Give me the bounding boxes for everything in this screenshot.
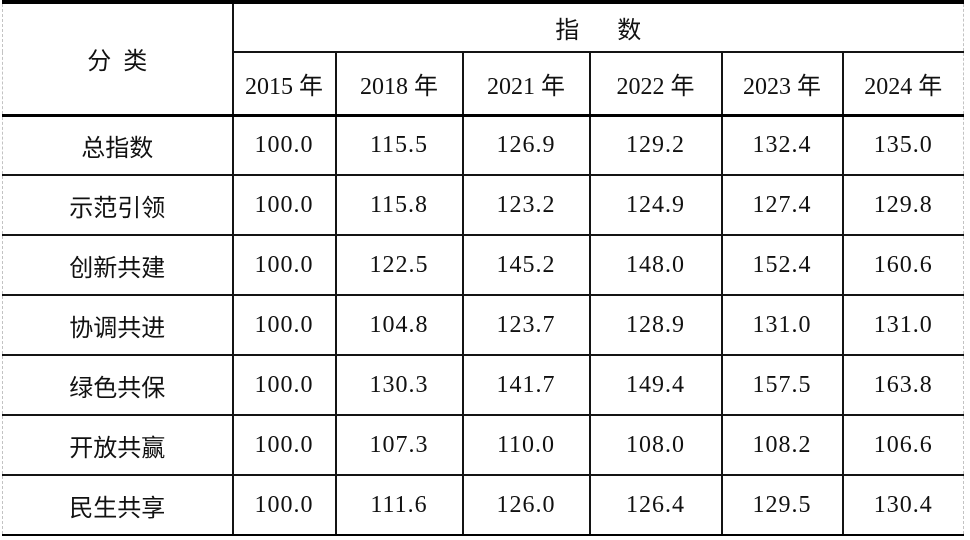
value-cell: 148.0 bbox=[588, 234, 723, 296]
group-header-cell: 指 数 bbox=[231, 0, 965, 53]
year-header-2022: 2022 年 bbox=[588, 51, 723, 117]
value-cell: 129.8 bbox=[841, 174, 965, 236]
value-cell: 127.4 bbox=[720, 174, 844, 236]
value-cell: 106.6 bbox=[841, 414, 965, 476]
value-cell: 100.0 bbox=[231, 294, 337, 356]
value-cell: 126.4 bbox=[588, 474, 723, 536]
value-cell: 131.0 bbox=[720, 294, 844, 356]
year-header-2023: 2023 年 bbox=[720, 51, 844, 117]
value-cell: 130.3 bbox=[334, 354, 464, 416]
value-cell: 104.8 bbox=[334, 294, 464, 356]
year-header-2015: 2015 年 bbox=[231, 51, 337, 117]
table-row: 创新共建 100.0 122.5 145.2 148.0 152.4 160.6 bbox=[2, 234, 965, 296]
row-label-cell: 协调共进 bbox=[2, 294, 234, 356]
value-cell: 122.5 bbox=[334, 234, 464, 296]
value-cell: 111.6 bbox=[334, 474, 464, 536]
row-label-cell: 民生共享 bbox=[2, 474, 234, 536]
value-cell: 126.9 bbox=[461, 114, 591, 176]
row-label-cell: 绿色共保 bbox=[2, 354, 234, 416]
row-label-cell: 创新共建 bbox=[2, 234, 234, 296]
value-cell: 135.0 bbox=[841, 114, 965, 176]
value-cell: 141.7 bbox=[461, 354, 591, 416]
value-cell: 108.2 bbox=[720, 414, 844, 476]
value-cell: 132.4 bbox=[720, 114, 844, 176]
value-cell: 163.8 bbox=[841, 354, 965, 416]
value-cell: 129.5 bbox=[720, 474, 844, 536]
value-cell: 100.0 bbox=[231, 354, 337, 416]
value-cell: 100.0 bbox=[231, 174, 337, 236]
year-header-2024: 2024 年 bbox=[841, 51, 965, 117]
value-cell: 145.2 bbox=[461, 234, 591, 296]
value-cell: 123.2 bbox=[461, 174, 591, 236]
value-cell: 157.5 bbox=[720, 354, 844, 416]
table-row: 绿色共保 100.0 130.3 141.7 149.4 157.5 163.8 bbox=[2, 354, 965, 416]
value-cell: 110.0 bbox=[461, 414, 591, 476]
value-cell: 115.8 bbox=[334, 174, 464, 236]
row-label-cell: 示范引领 bbox=[2, 174, 234, 236]
corner-header-cell: 分 类 bbox=[2, 0, 234, 117]
value-cell: 123.7 bbox=[461, 294, 591, 356]
value-cell: 107.3 bbox=[334, 414, 464, 476]
table-row: 开放共赢 100.0 107.3 110.0 108.0 108.2 106.6 bbox=[2, 414, 965, 476]
value-cell: 128.9 bbox=[588, 294, 723, 356]
value-cell: 108.0 bbox=[588, 414, 723, 476]
value-cell: 124.9 bbox=[588, 174, 723, 236]
row-label-cell: 总指数 bbox=[2, 114, 234, 176]
value-cell: 100.0 bbox=[231, 474, 337, 536]
table-row: 民生共享 100.0 111.6 126.0 126.4 129.5 130.4 bbox=[2, 474, 965, 536]
value-cell: 160.6 bbox=[841, 234, 965, 296]
year-header-2018: 2018 年 bbox=[334, 51, 464, 117]
table-row: 协调共进 100.0 104.8 123.7 128.9 131.0 131.0 bbox=[2, 294, 965, 356]
table-row: 示范引领 100.0 115.8 123.2 124.9 127.4 129.8 bbox=[2, 174, 965, 236]
row-label-cell: 开放共赢 bbox=[2, 414, 234, 476]
value-cell: 100.0 bbox=[231, 114, 337, 176]
value-cell: 152.4 bbox=[720, 234, 844, 296]
value-cell: 130.4 bbox=[841, 474, 965, 536]
value-cell: 126.0 bbox=[461, 474, 591, 536]
value-cell: 100.0 bbox=[231, 414, 337, 476]
table-row: 总指数 100.0 115.5 126.9 129.2 132.4 135.0 bbox=[2, 114, 965, 176]
value-cell: 129.2 bbox=[588, 114, 723, 176]
year-header-2021: 2021 年 bbox=[461, 51, 591, 117]
value-cell: 100.0 bbox=[231, 234, 337, 296]
value-cell: 149.4 bbox=[588, 354, 723, 416]
value-cell: 131.0 bbox=[841, 294, 965, 356]
value-cell: 115.5 bbox=[334, 114, 464, 176]
